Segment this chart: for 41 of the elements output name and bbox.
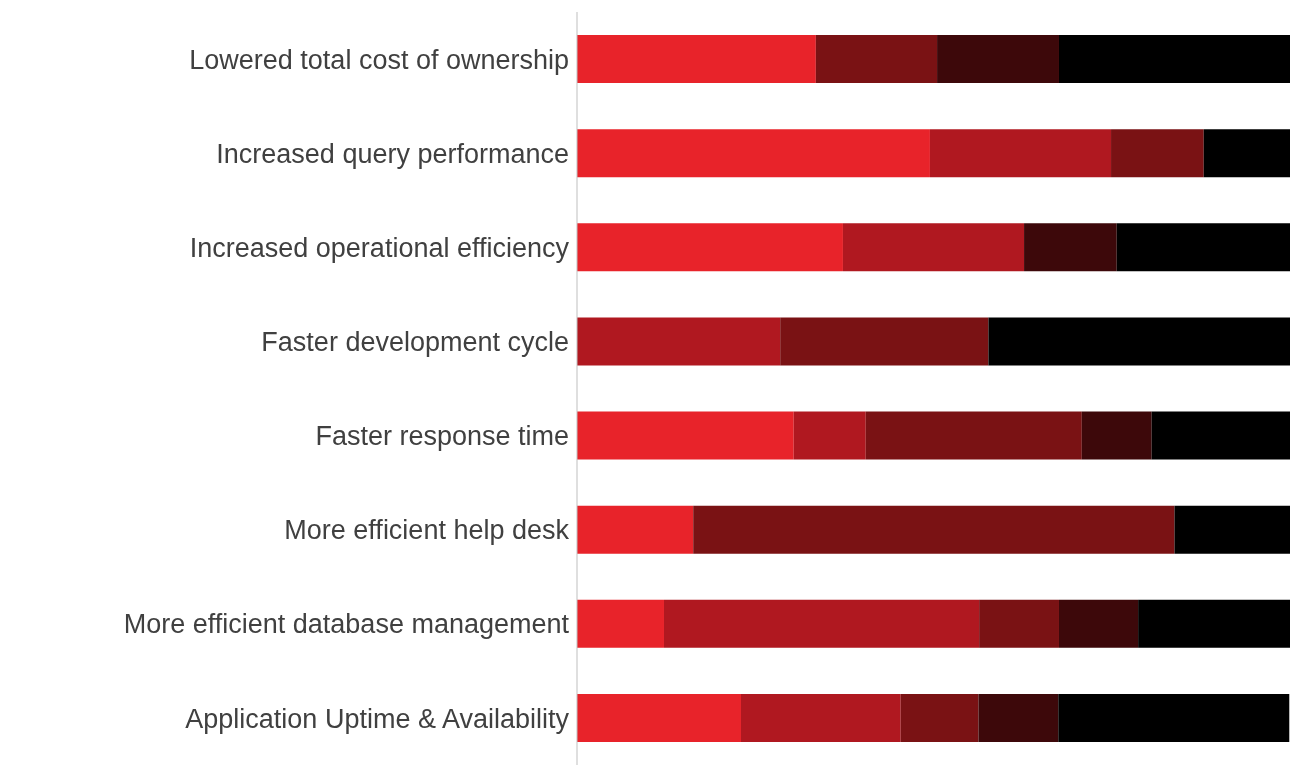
bar [815,35,938,83]
bar [577,35,816,83]
bar [577,693,741,742]
bar [1111,129,1204,178]
bar [900,693,979,742]
bar [577,129,930,178]
bar [937,35,1059,83]
bar [1058,35,1290,83]
bar [1058,599,1139,648]
bar [577,223,843,272]
y-tick-label: Increased operational efficiency [189,232,570,263]
y-tick-label: Application Uptime & Availability [185,703,570,734]
y-tick-label: Faster development cycle [261,327,569,358]
bar [1203,129,1290,178]
bar [1174,505,1290,554]
y-tick-label: Faster response time [315,421,569,452]
bar [865,411,1082,460]
bar [1024,223,1117,272]
bar [979,599,1059,648]
bar [780,317,989,366]
y-tick-label: More efficient database management [123,609,570,640]
y-tick-label: More efficient help desk [284,515,570,546]
y-tick-label: Increased query performance [216,138,569,169]
bar [988,317,1290,366]
bar [842,223,1025,272]
bar [577,505,694,554]
bar [693,505,1175,554]
bar [577,599,664,648]
bar [929,129,1112,178]
bar [1058,693,1290,742]
bar [740,693,901,742]
bar [663,599,980,648]
bar [577,411,794,460]
bar [1151,411,1290,460]
bar [978,693,1059,742]
bar [1116,223,1290,272]
bar [1138,599,1290,648]
bar [577,317,781,366]
y-tick-label: Lowered total cost of ownership [189,44,569,75]
bar [793,411,866,460]
bar [1081,411,1152,460]
